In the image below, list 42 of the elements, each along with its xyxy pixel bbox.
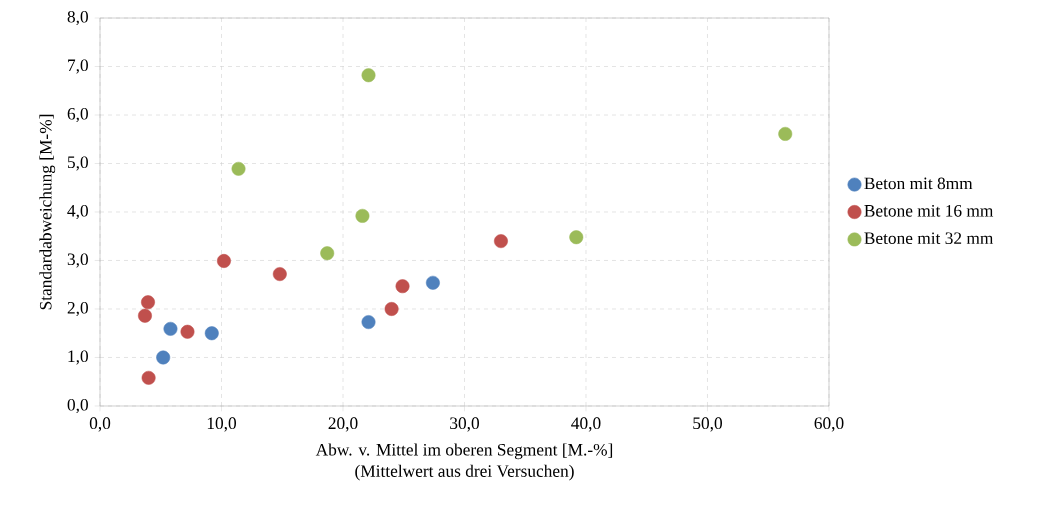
x-tick-label: 60,0 (814, 417, 844, 432)
point (141, 295, 155, 310)
point (156, 350, 171, 365)
y-tick-label: 2,0 (67, 301, 88, 317)
y-tick-label: 5,0 (67, 156, 88, 171)
point (231, 161, 246, 176)
x-tick-label: 20,0 (328, 417, 358, 432)
text: (Mittelwert aus drei Versuchen) (355, 464, 574, 481)
x-tick-label: 40,0 (571, 417, 601, 432)
point (217, 254, 231, 268)
point (395, 279, 410, 294)
point (425, 275, 440, 290)
point (355, 208, 370, 223)
legend-label: Beton mit 8mm (864, 177, 973, 190)
point (494, 234, 508, 249)
y-tick-label: 4,0 (67, 204, 88, 220)
point (361, 68, 376, 83)
y-tick-label: 8,0 (67, 10, 88, 26)
point (272, 267, 287, 282)
x-tick-label: 0,0 (89, 417, 111, 432)
point (163, 321, 178, 336)
point (180, 324, 195, 339)
legend-label: Betone mit 16 mm (864, 204, 994, 217)
x-tick-label: 50,0 (693, 417, 722, 432)
x-tick-label: 10,0 (207, 417, 237, 432)
y-tick-label: 0,0 (67, 398, 88, 414)
point (569, 230, 584, 245)
x-axis-title: Abw. v. Mittel im oberen Segment [M.-%] (315, 443, 613, 460)
point (138, 308, 152, 323)
y-axis-title: Standardabweichung [M-%] (39, 114, 56, 310)
point (320, 246, 335, 261)
y-tick-label: 3,0 (67, 253, 88, 268)
y-tick-label: 7,0 (68, 59, 88, 74)
point (384, 302, 399, 316)
y-tick-label: 1,0 (68, 350, 88, 365)
point (204, 326, 219, 341)
point (141, 370, 156, 385)
point (778, 126, 793, 141)
x-tick-label: 30,0 (450, 417, 480, 432)
y-tick-label: 6,0 (67, 107, 88, 123)
legend-label: Betone mit 32 mm (864, 232, 994, 245)
point (361, 315, 376, 330)
